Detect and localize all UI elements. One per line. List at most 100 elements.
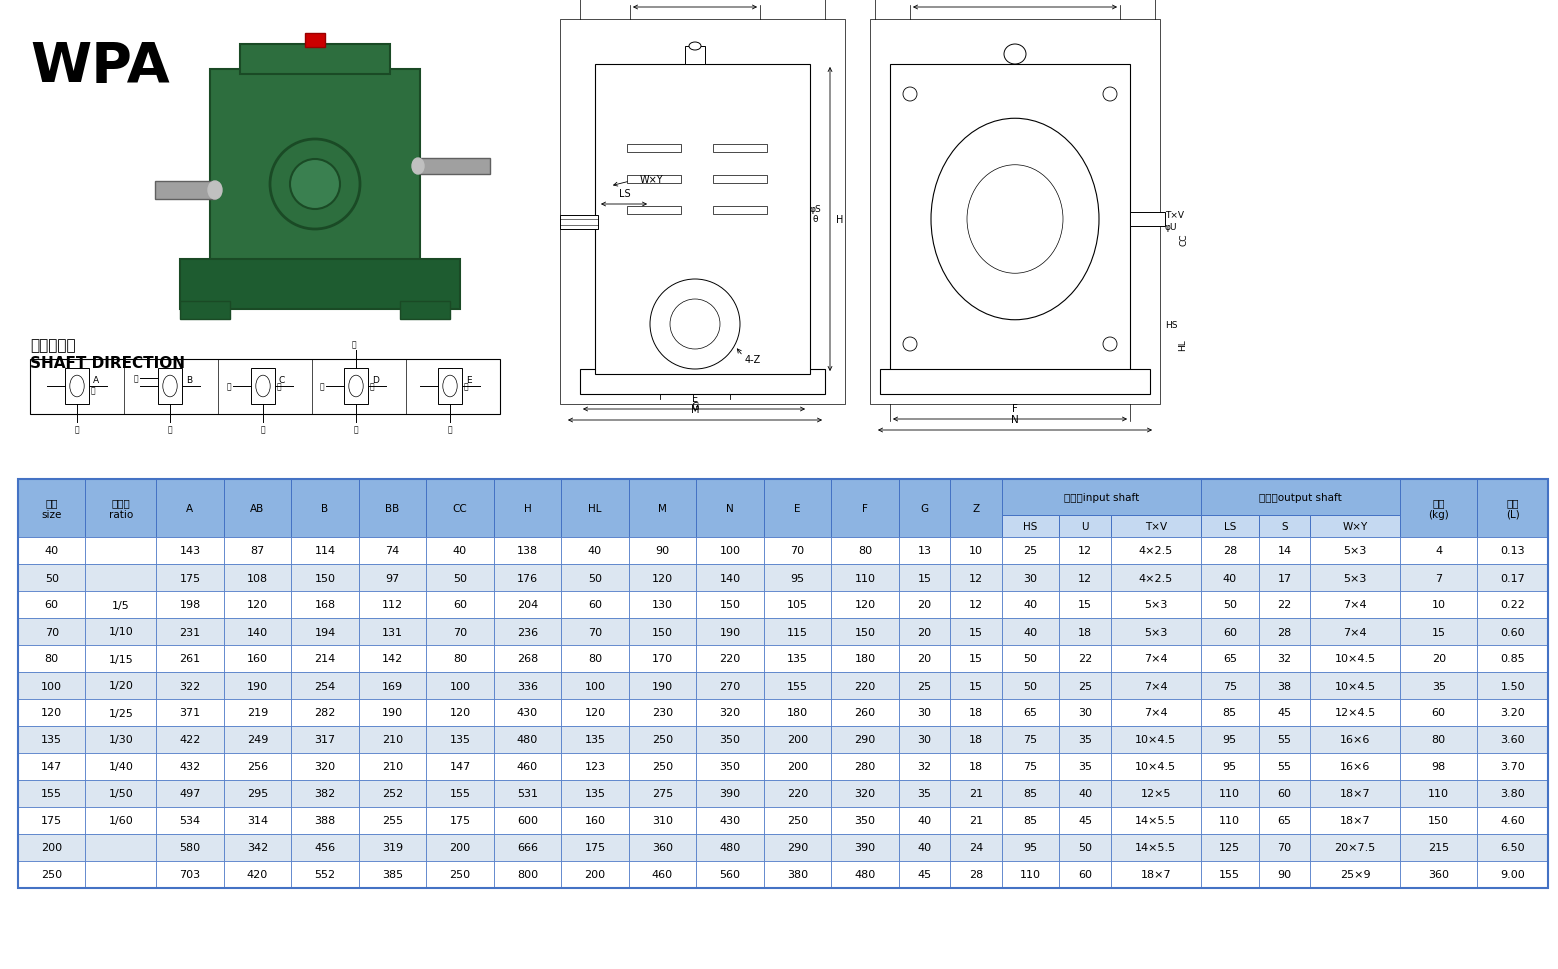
Text: 531: 531 [517,789,538,798]
Text: 252: 252 [382,789,404,798]
Bar [1002,645,1059,672]
Text: 入: 入 [352,340,357,349]
Text: 138: 138 [517,546,538,556]
Text: 25×9: 25×9 [1340,869,1371,880]
Bar [899,861,950,888]
Text: 30: 30 [1024,573,1038,583]
Text: 38: 38 [1278,681,1292,691]
Bar [19,700,86,726]
Ellipse shape [904,337,918,352]
Text: 560: 560 [720,869,740,880]
Text: 18×7: 18×7 [1340,789,1371,798]
Text: 20: 20 [1432,654,1446,664]
Bar [763,480,832,538]
Bar [899,538,950,564]
Text: 70: 70 [1278,843,1292,853]
Bar [899,591,950,618]
Bar [1310,780,1401,807]
Bar [561,700,629,726]
Text: 190: 190 [651,681,673,691]
Bar [291,861,358,888]
Text: 497: 497 [179,789,201,798]
Bar [1401,834,1477,861]
Text: 15: 15 [918,573,932,583]
Bar [86,591,156,618]
Bar [1401,618,1477,645]
Text: G: G [921,504,929,514]
Bar [438,368,463,405]
Bar [1259,618,1310,645]
Text: 261: 261 [179,654,201,664]
Bar [1111,516,1201,538]
Text: HL: HL [589,504,601,514]
Text: 175: 175 [179,573,201,583]
Bar [86,672,156,700]
Text: 18×7: 18×7 [1340,816,1371,826]
Bar [1059,645,1111,672]
Bar [1201,753,1259,780]
Text: 50: 50 [587,573,601,583]
Bar [899,480,950,538]
Bar [1401,564,1477,591]
Bar [1201,645,1259,672]
Text: 160: 160 [248,654,268,664]
Text: 112: 112 [382,600,404,610]
Bar [494,645,561,672]
Text: 123: 123 [584,762,606,771]
Text: 10×4.5: 10×4.5 [1335,681,1376,691]
Bar [1259,645,1310,672]
Bar [580,369,826,394]
Text: 135: 135 [584,789,606,798]
Bar [1111,618,1201,645]
Text: 3.70: 3.70 [1500,762,1525,771]
Text: 7×4: 7×4 [1144,681,1167,691]
Text: 430: 430 [720,816,740,826]
Bar [19,591,86,618]
Ellipse shape [70,376,84,397]
Bar [1002,700,1059,726]
Bar [224,480,291,538]
Bar [1401,807,1477,834]
Bar [224,780,291,807]
Text: 出: 出 [369,382,374,391]
Text: 150: 150 [1429,816,1449,826]
Text: 200: 200 [449,843,471,853]
Text: 250: 250 [787,816,809,826]
Text: 21: 21 [969,789,983,798]
Text: 1/30: 1/30 [109,735,134,745]
Bar [427,726,494,753]
Text: 22: 22 [1078,654,1092,664]
Bar [629,780,696,807]
Text: 4-Z: 4-Z [745,355,762,364]
Bar [19,861,86,888]
Text: 3.20: 3.20 [1500,707,1525,718]
Bar [427,672,494,700]
Text: 1/50: 1/50 [109,789,134,798]
Bar [1201,861,1259,888]
Bar [832,834,899,861]
Text: 380: 380 [787,869,809,880]
Bar [1259,726,1310,753]
Bar [559,20,844,405]
Bar [1002,780,1059,807]
Bar [763,564,832,591]
Bar [629,564,696,591]
Bar [561,672,629,700]
Text: 371: 371 [179,707,201,718]
Text: 220: 220 [720,654,740,664]
Text: 32: 32 [1278,654,1292,664]
Bar [1477,861,1549,888]
Text: 35: 35 [918,789,932,798]
Bar [291,753,358,780]
Ellipse shape [349,376,363,397]
Bar [1477,591,1549,618]
Bar [65,368,89,405]
Bar [427,861,494,888]
Bar [358,780,427,807]
Text: HS: HS [1165,320,1178,329]
Text: 219: 219 [246,707,268,718]
Text: 350: 350 [720,762,740,771]
Bar [156,753,224,780]
Text: 50: 50 [1078,843,1092,853]
Bar [154,182,215,200]
